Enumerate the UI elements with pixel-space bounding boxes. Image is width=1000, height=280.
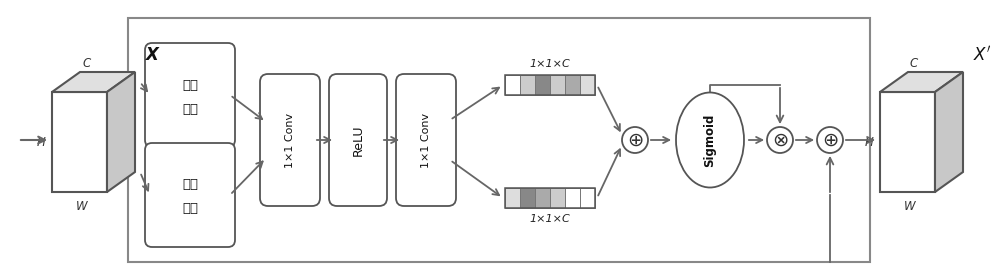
- Text: 1×1 Conv: 1×1 Conv: [421, 113, 431, 167]
- Bar: [505, 75, 520, 95]
- Text: ⊗: ⊗: [772, 130, 788, 150]
- Text: 池化: 池化: [182, 102, 198, 116]
- Ellipse shape: [676, 92, 744, 188]
- Bar: [505, 188, 595, 208]
- Bar: [505, 75, 595, 95]
- Text: 池化: 池化: [182, 202, 198, 216]
- Text: H: H: [865, 136, 874, 148]
- Text: H: H: [37, 136, 46, 148]
- Circle shape: [767, 127, 793, 153]
- Polygon shape: [880, 72, 963, 92]
- Bar: [580, 188, 595, 208]
- Text: ⊕: ⊕: [627, 130, 643, 150]
- Bar: [550, 188, 565, 208]
- Text: 1×1 Conv: 1×1 Conv: [285, 113, 295, 167]
- Circle shape: [622, 127, 648, 153]
- Polygon shape: [935, 72, 963, 192]
- Bar: [505, 188, 520, 208]
- Bar: [520, 188, 535, 208]
- Text: W: W: [76, 200, 87, 213]
- FancyBboxPatch shape: [145, 43, 235, 147]
- Bar: [535, 188, 550, 208]
- Bar: [535, 75, 550, 95]
- Bar: [580, 75, 595, 95]
- Circle shape: [817, 127, 843, 153]
- FancyBboxPatch shape: [329, 74, 387, 206]
- Text: C: C: [82, 57, 90, 70]
- Text: $\boldsymbol{X'}$: $\boldsymbol{X'}$: [973, 45, 991, 64]
- Text: 最大: 最大: [182, 179, 198, 192]
- Text: ⊕: ⊕: [822, 130, 838, 150]
- Text: $\boldsymbol{X}$: $\boldsymbol{X}$: [145, 46, 161, 64]
- FancyBboxPatch shape: [396, 74, 456, 206]
- Text: ReLU: ReLU: [352, 124, 365, 156]
- Text: Sigmoid: Sigmoid: [704, 113, 716, 167]
- Polygon shape: [52, 92, 107, 192]
- Text: 平均: 平均: [182, 78, 198, 92]
- Text: 1×1×C: 1×1×C: [530, 59, 570, 69]
- Text: W: W: [904, 200, 915, 213]
- Text: C: C: [910, 57, 918, 70]
- Bar: [565, 75, 580, 95]
- Bar: [520, 75, 535, 95]
- FancyBboxPatch shape: [260, 74, 320, 206]
- Polygon shape: [107, 72, 135, 192]
- FancyBboxPatch shape: [145, 143, 235, 247]
- Bar: [565, 188, 580, 208]
- Polygon shape: [52, 72, 135, 92]
- Text: 1×1×C: 1×1×C: [530, 214, 570, 224]
- Polygon shape: [880, 92, 935, 192]
- Bar: [550, 75, 565, 95]
